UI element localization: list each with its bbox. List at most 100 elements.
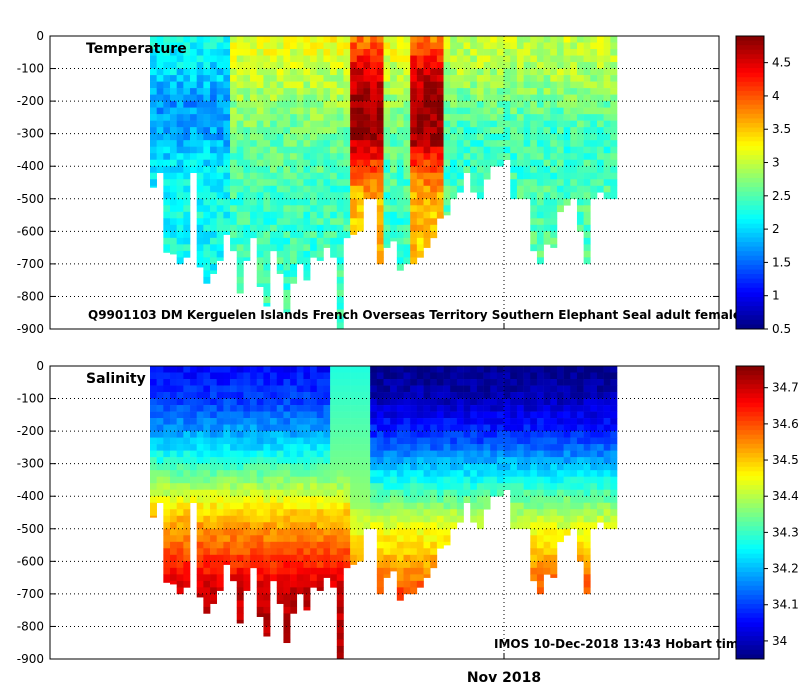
heatmap-cell [410, 81, 418, 89]
heatmap-cell [210, 218, 218, 226]
heatmap-cell [450, 42, 458, 50]
heatmap-cell [190, 418, 197, 425]
heatmap-cell [470, 457, 478, 464]
heatmap-cell [183, 385, 191, 393]
heatmap-cell [416, 522, 424, 530]
heatmap-cell [163, 574, 171, 582]
heatmap-cell [210, 68, 218, 76]
heatmap-cell [163, 470, 171, 477]
heatmap-cell [510, 114, 518, 121]
heatmap-cell [490, 94, 498, 102]
heatmap-cell [176, 244, 184, 252]
heatmap-cell [483, 146, 491, 154]
heatmap-cell [230, 101, 238, 108]
heatmap-cell [430, 470, 438, 477]
heatmap-cell [330, 418, 338, 425]
heatmap-cell [403, 522, 411, 530]
heatmap-cell [350, 450, 358, 458]
heatmap-cell [550, 463, 558, 471]
heatmap-cell [536, 192, 544, 200]
heatmap-cell [556, 509, 564, 517]
heatmap-cell [450, 444, 458, 451]
heatmap-cell [416, 554, 424, 562]
heatmap-cell [303, 127, 311, 134]
heatmap-cell [230, 49, 238, 56]
heatmap-cell [303, 224, 311, 232]
heatmap-cell [276, 263, 284, 271]
heatmap-cell [450, 88, 458, 95]
heatmap-cell [570, 483, 578, 491]
heatmap-cell [436, 483, 444, 491]
heatmap-cell [236, 270, 244, 278]
heatmap-cell [410, 574, 418, 582]
colorbar-segment [736, 251, 764, 257]
heatmap-cell [396, 257, 404, 265]
heatmap-cell [170, 392, 177, 399]
heatmap-cell [596, 127, 604, 134]
heatmap-cell [336, 535, 344, 543]
heatmap-cell [236, 205, 244, 213]
heatmap-cell [450, 55, 458, 63]
heatmap-cell [256, 463, 264, 471]
heatmap-cell [236, 198, 244, 206]
heatmap-cell [283, 296, 291, 304]
heatmap-cell [443, 62, 451, 69]
heatmap-cell [430, 496, 438, 504]
heatmap-cell [176, 587, 184, 595]
heatmap-cell [316, 237, 324, 245]
heatmap-cell [276, 75, 284, 82]
heatmap-cell [443, 476, 451, 484]
heatmap-cell [263, 263, 271, 271]
heatmap-cell [176, 379, 184, 386]
heatmap-cell [336, 652, 344, 660]
heatmap-cell [230, 418, 238, 425]
heatmap-cell [283, 114, 291, 121]
heatmap-cell [270, 192, 278, 200]
salinity-gridlines [50, 365, 719, 660]
heatmap-cell [596, 379, 604, 386]
heatmap-cell [456, 392, 464, 399]
heatmap-cell [343, 42, 351, 50]
heatmap-cell [410, 257, 418, 265]
heatmap-cell [370, 470, 378, 477]
heatmap-cell [296, 192, 304, 200]
heatmap-cell [210, 424, 218, 432]
heatmap-cell [550, 62, 558, 69]
heatmap-cell [370, 418, 378, 425]
heatmap-cell [550, 411, 558, 419]
heatmap-cell [590, 398, 598, 406]
heatmap-cell [563, 101, 571, 108]
heatmap-cell [263, 450, 271, 458]
heatmap-cell [250, 185, 258, 193]
heatmap-cell [250, 146, 258, 154]
heatmap-cell [356, 476, 364, 484]
heatmap-cell [416, 159, 424, 167]
heatmap-cell [196, 418, 204, 425]
heatmap-cell [176, 398, 184, 406]
heatmap-cell [383, 231, 391, 239]
heatmap-cell [503, 418, 511, 425]
heatmap-cell [476, 379, 484, 386]
heatmap-cell [470, 431, 478, 438]
heatmap-cell [270, 561, 278, 569]
heatmap-cell [476, 476, 484, 484]
colorbar-segment [736, 177, 764, 183]
heatmap-cell [396, 463, 404, 471]
heatmap-cell [263, 172, 271, 180]
heatmap-cell [236, 606, 244, 614]
heatmap-cell [310, 509, 318, 517]
heatmap-cell [443, 489, 451, 497]
heatmap-cell [343, 224, 351, 232]
heatmap-cell [336, 593, 344, 601]
heatmap-cell [276, 94, 284, 102]
heatmap-cell [610, 379, 618, 386]
heatmap-cell [583, 107, 591, 115]
heatmap-cell [170, 548, 177, 556]
heatmap-cell [376, 159, 384, 167]
heatmap-cell [470, 81, 478, 89]
heatmap-cell [563, 509, 571, 517]
heatmap-cell [483, 68, 491, 76]
heatmap-cell [156, 55, 164, 63]
heatmap-cell [530, 398, 538, 406]
heatmap-cell [436, 450, 444, 458]
